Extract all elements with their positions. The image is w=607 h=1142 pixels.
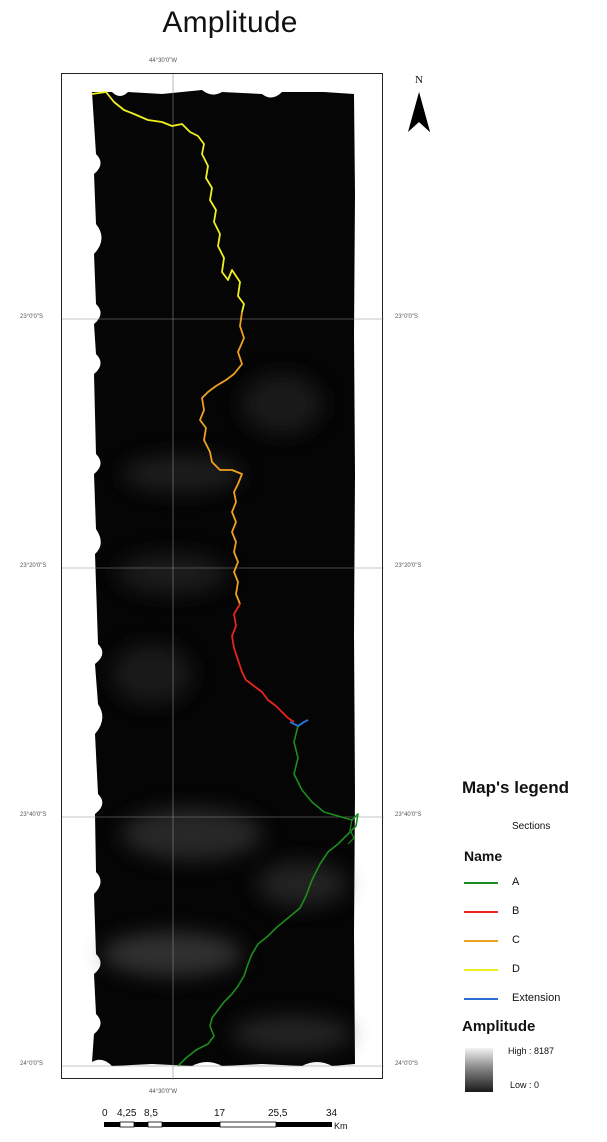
north-arrow-icon	[408, 92, 430, 132]
legend-amplitude-title: Amplitude	[462, 1018, 536, 1035]
scale-bar: 0 4,25 8,5 17 25,5 34 Km	[96, 1108, 366, 1142]
legend-subtitle: Sections	[512, 821, 551, 832]
scale-unit: Km	[334, 1121, 348, 1131]
scale-label: 0	[102, 1108, 108, 1119]
tick-left-lat: 24°0'0"S	[20, 1061, 44, 1067]
graticule-lines	[62, 74, 384, 1080]
legend-swatch	[464, 911, 498, 913]
legend-item-a: A	[464, 876, 604, 890]
scale-bar-graphic	[104, 1121, 332, 1128]
legend-item-c: C	[464, 934, 604, 948]
tick-left-lat: 23°0'0"S	[20, 314, 44, 320]
tick-left-lat: 23°20'0"S	[20, 563, 47, 569]
legend-item-label: C	[512, 934, 520, 946]
legend-swatch	[464, 940, 498, 942]
legend-swatch	[464, 969, 498, 971]
legend-name-header: Name	[464, 848, 503, 864]
north-label: N	[415, 74, 423, 86]
legend-high-label: High : 8187	[508, 1046, 555, 1056]
legend-item-label: B	[512, 905, 520, 917]
legend-item-label: Extension	[512, 992, 561, 1004]
legend-swatch	[464, 998, 498, 1000]
legend-low-label: Low : 0	[510, 1080, 540, 1090]
legend-item-label: A	[512, 876, 520, 888]
tick-bottom-lon: 44°30'0"W	[149, 1089, 178, 1095]
extension-line	[289, 719, 309, 727]
tick-top-lon: 44°30'0"W	[149, 58, 178, 64]
legend-item-extension: Extension	[464, 992, 604, 1006]
raster-texture	[102, 374, 352, 1052]
scale-label: 17	[214, 1108, 226, 1119]
legend-item-d: D	[464, 963, 604, 977]
tick-left-lat: 23°40'0"S	[20, 812, 47, 818]
legend-title: Map's legend	[462, 778, 570, 797]
section-d-line	[91, 91, 245, 313]
map-legend: Map's legend Sections Name A B C D Exten…	[460, 778, 605, 1098]
section-b-line	[231, 603, 295, 723]
legend-item-b: B	[464, 905, 604, 919]
amplitude-raster-map[interactable]	[62, 74, 384, 1080]
section-a-line	[177, 725, 359, 1067]
tick-right-lat: 23°0'0"S	[395, 314, 419, 320]
section-a-branch	[347, 819, 355, 845]
scale-label: 4,25	[117, 1108, 137, 1119]
north-arrow: N	[404, 74, 434, 136]
scale-label: 8,5	[144, 1108, 158, 1119]
tick-right-lat: 23°20'0"S	[395, 563, 422, 569]
map-frame	[61, 73, 384, 1080]
tick-right-lat: 23°40'0"S	[395, 812, 422, 818]
legend-item-label: D	[512, 963, 520, 975]
tick-right-lat: 24°0'0"S	[395, 1061, 419, 1067]
map-title: Amplitude	[162, 6, 298, 39]
section-c-line	[199, 311, 245, 605]
amplitude-color-ramp	[465, 1048, 493, 1092]
scale-label: 34	[326, 1108, 338, 1119]
scale-label: 25,5	[268, 1108, 288, 1119]
legend-swatch	[464, 882, 498, 884]
